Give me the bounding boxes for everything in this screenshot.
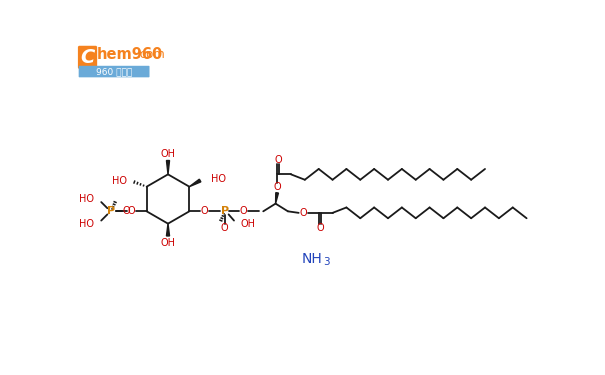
Text: OH: OH — [160, 149, 175, 159]
Text: O: O — [299, 208, 307, 218]
Text: O: O — [221, 223, 229, 233]
Text: HO: HO — [79, 219, 94, 229]
Text: O: O — [274, 155, 282, 165]
Polygon shape — [275, 193, 278, 204]
Text: hem960: hem960 — [96, 47, 163, 62]
Text: 3: 3 — [323, 257, 330, 267]
Text: HO: HO — [79, 194, 94, 204]
Text: O: O — [316, 223, 324, 233]
Text: NH: NH — [302, 252, 322, 266]
Text: O: O — [123, 206, 131, 216]
Text: O: O — [201, 206, 209, 216]
Text: O: O — [128, 206, 135, 216]
Text: P: P — [221, 206, 229, 216]
Text: P: P — [107, 206, 116, 216]
Polygon shape — [166, 160, 169, 174]
Text: .com: .com — [137, 48, 165, 61]
Text: O: O — [240, 206, 247, 216]
FancyBboxPatch shape — [79, 66, 149, 77]
Text: HO: HO — [112, 176, 126, 186]
Text: O: O — [273, 183, 281, 192]
Text: 960 化工网: 960 化工网 — [96, 67, 132, 76]
Text: OH: OH — [160, 238, 175, 248]
Text: HO: HO — [211, 174, 226, 184]
Text: C: C — [80, 48, 94, 67]
Polygon shape — [166, 224, 169, 236]
FancyBboxPatch shape — [78, 46, 97, 69]
Text: OH: OH — [241, 219, 256, 229]
Polygon shape — [189, 179, 201, 187]
